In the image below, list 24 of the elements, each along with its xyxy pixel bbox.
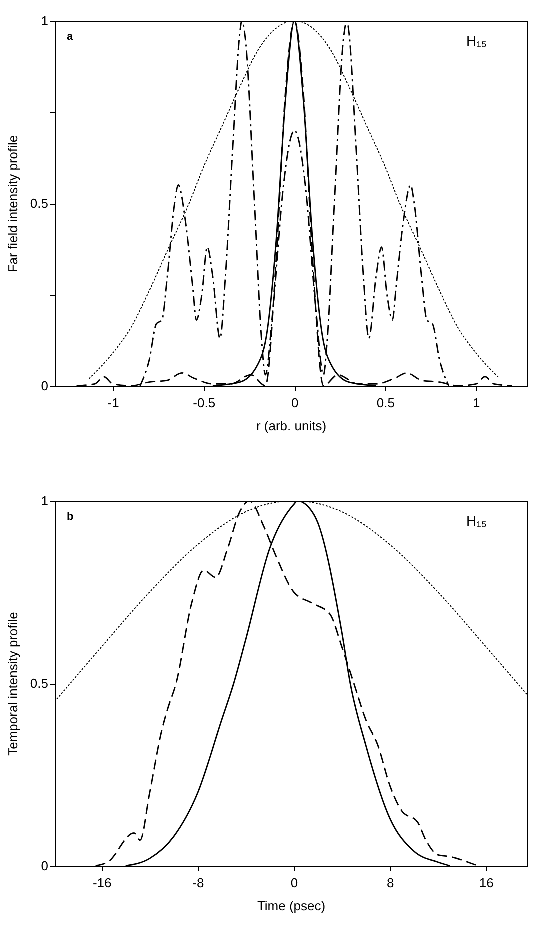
x-tick-label: 0.5 xyxy=(376,396,395,410)
x-tick-label: -1 xyxy=(108,396,120,410)
x-tick-label: -16 xyxy=(92,876,112,890)
x-tick-label: 0 xyxy=(290,876,298,890)
x-tick-label: -8 xyxy=(192,876,204,890)
annotation: a xyxy=(67,31,74,43)
x-tick-label: -0.5 xyxy=(193,396,216,410)
annotation: H₁₅ xyxy=(466,513,487,529)
annotation: b xyxy=(67,511,74,523)
x-axis-title: Time (psec) xyxy=(257,898,326,914)
x-tick-label: 8 xyxy=(386,876,394,890)
y-axis-title: Far field intensity profile xyxy=(5,135,20,273)
y-axis-title: Temporal intensity profile xyxy=(5,612,20,756)
y-tick-label: 0 xyxy=(41,378,48,394)
x-tick-label: 16 xyxy=(479,876,494,890)
y-tick-label: 1 xyxy=(41,494,48,508)
x-tick-label: 1 xyxy=(473,396,480,410)
annotation: H₁₅ xyxy=(466,33,487,49)
x-tick-label: 0 xyxy=(292,396,299,410)
y-tick-label: 0 xyxy=(41,858,48,874)
y-tick-label: 1 xyxy=(41,14,48,28)
x-axis-title: r (arb. units) xyxy=(256,418,327,434)
y-tick-label: 0.5 xyxy=(30,676,48,691)
y-tick-label: 0.5 xyxy=(30,196,48,211)
